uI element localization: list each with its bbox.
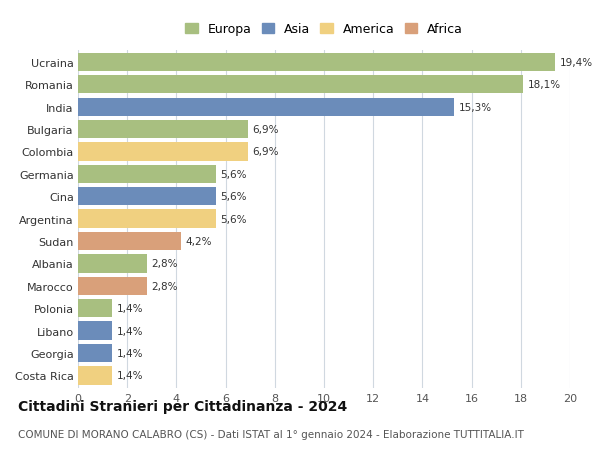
Bar bbox=[78, 299, 112, 318]
Bar bbox=[78, 366, 112, 385]
Bar bbox=[78, 232, 181, 251]
Text: 5,6%: 5,6% bbox=[220, 192, 247, 202]
Text: 18,1%: 18,1% bbox=[527, 80, 561, 90]
Text: 1,4%: 1,4% bbox=[117, 326, 143, 336]
Legend: Europa, Asia, America, Africa: Europa, Asia, America, Africa bbox=[185, 23, 463, 36]
Bar bbox=[78, 188, 216, 206]
Bar bbox=[78, 322, 112, 340]
Bar bbox=[78, 98, 454, 117]
Text: 1,4%: 1,4% bbox=[117, 370, 143, 381]
Text: 6,9%: 6,9% bbox=[252, 125, 278, 135]
Text: COMUNE DI MORANO CALABRO (CS) - Dati ISTAT al 1° gennaio 2024 - Elaborazione TUT: COMUNE DI MORANO CALABRO (CS) - Dati IST… bbox=[18, 429, 524, 439]
Text: 5,6%: 5,6% bbox=[220, 214, 247, 224]
Bar bbox=[78, 165, 216, 184]
Bar bbox=[78, 143, 248, 161]
Bar bbox=[78, 210, 216, 228]
Bar bbox=[78, 277, 147, 295]
Bar bbox=[78, 344, 112, 363]
Text: 15,3%: 15,3% bbox=[459, 102, 492, 112]
Text: 19,4%: 19,4% bbox=[560, 58, 593, 68]
Text: 6,9%: 6,9% bbox=[252, 147, 278, 157]
Bar bbox=[78, 255, 147, 273]
Text: 1,4%: 1,4% bbox=[117, 303, 143, 313]
Bar bbox=[78, 76, 523, 94]
Text: 1,4%: 1,4% bbox=[117, 348, 143, 358]
Text: 4,2%: 4,2% bbox=[186, 236, 212, 246]
Text: 2,8%: 2,8% bbox=[151, 259, 178, 269]
Bar bbox=[78, 54, 555, 72]
Text: 2,8%: 2,8% bbox=[151, 281, 178, 291]
Bar bbox=[78, 121, 248, 139]
Text: Cittadini Stranieri per Cittadinanza - 2024: Cittadini Stranieri per Cittadinanza - 2… bbox=[18, 399, 347, 413]
Text: 5,6%: 5,6% bbox=[220, 169, 247, 179]
